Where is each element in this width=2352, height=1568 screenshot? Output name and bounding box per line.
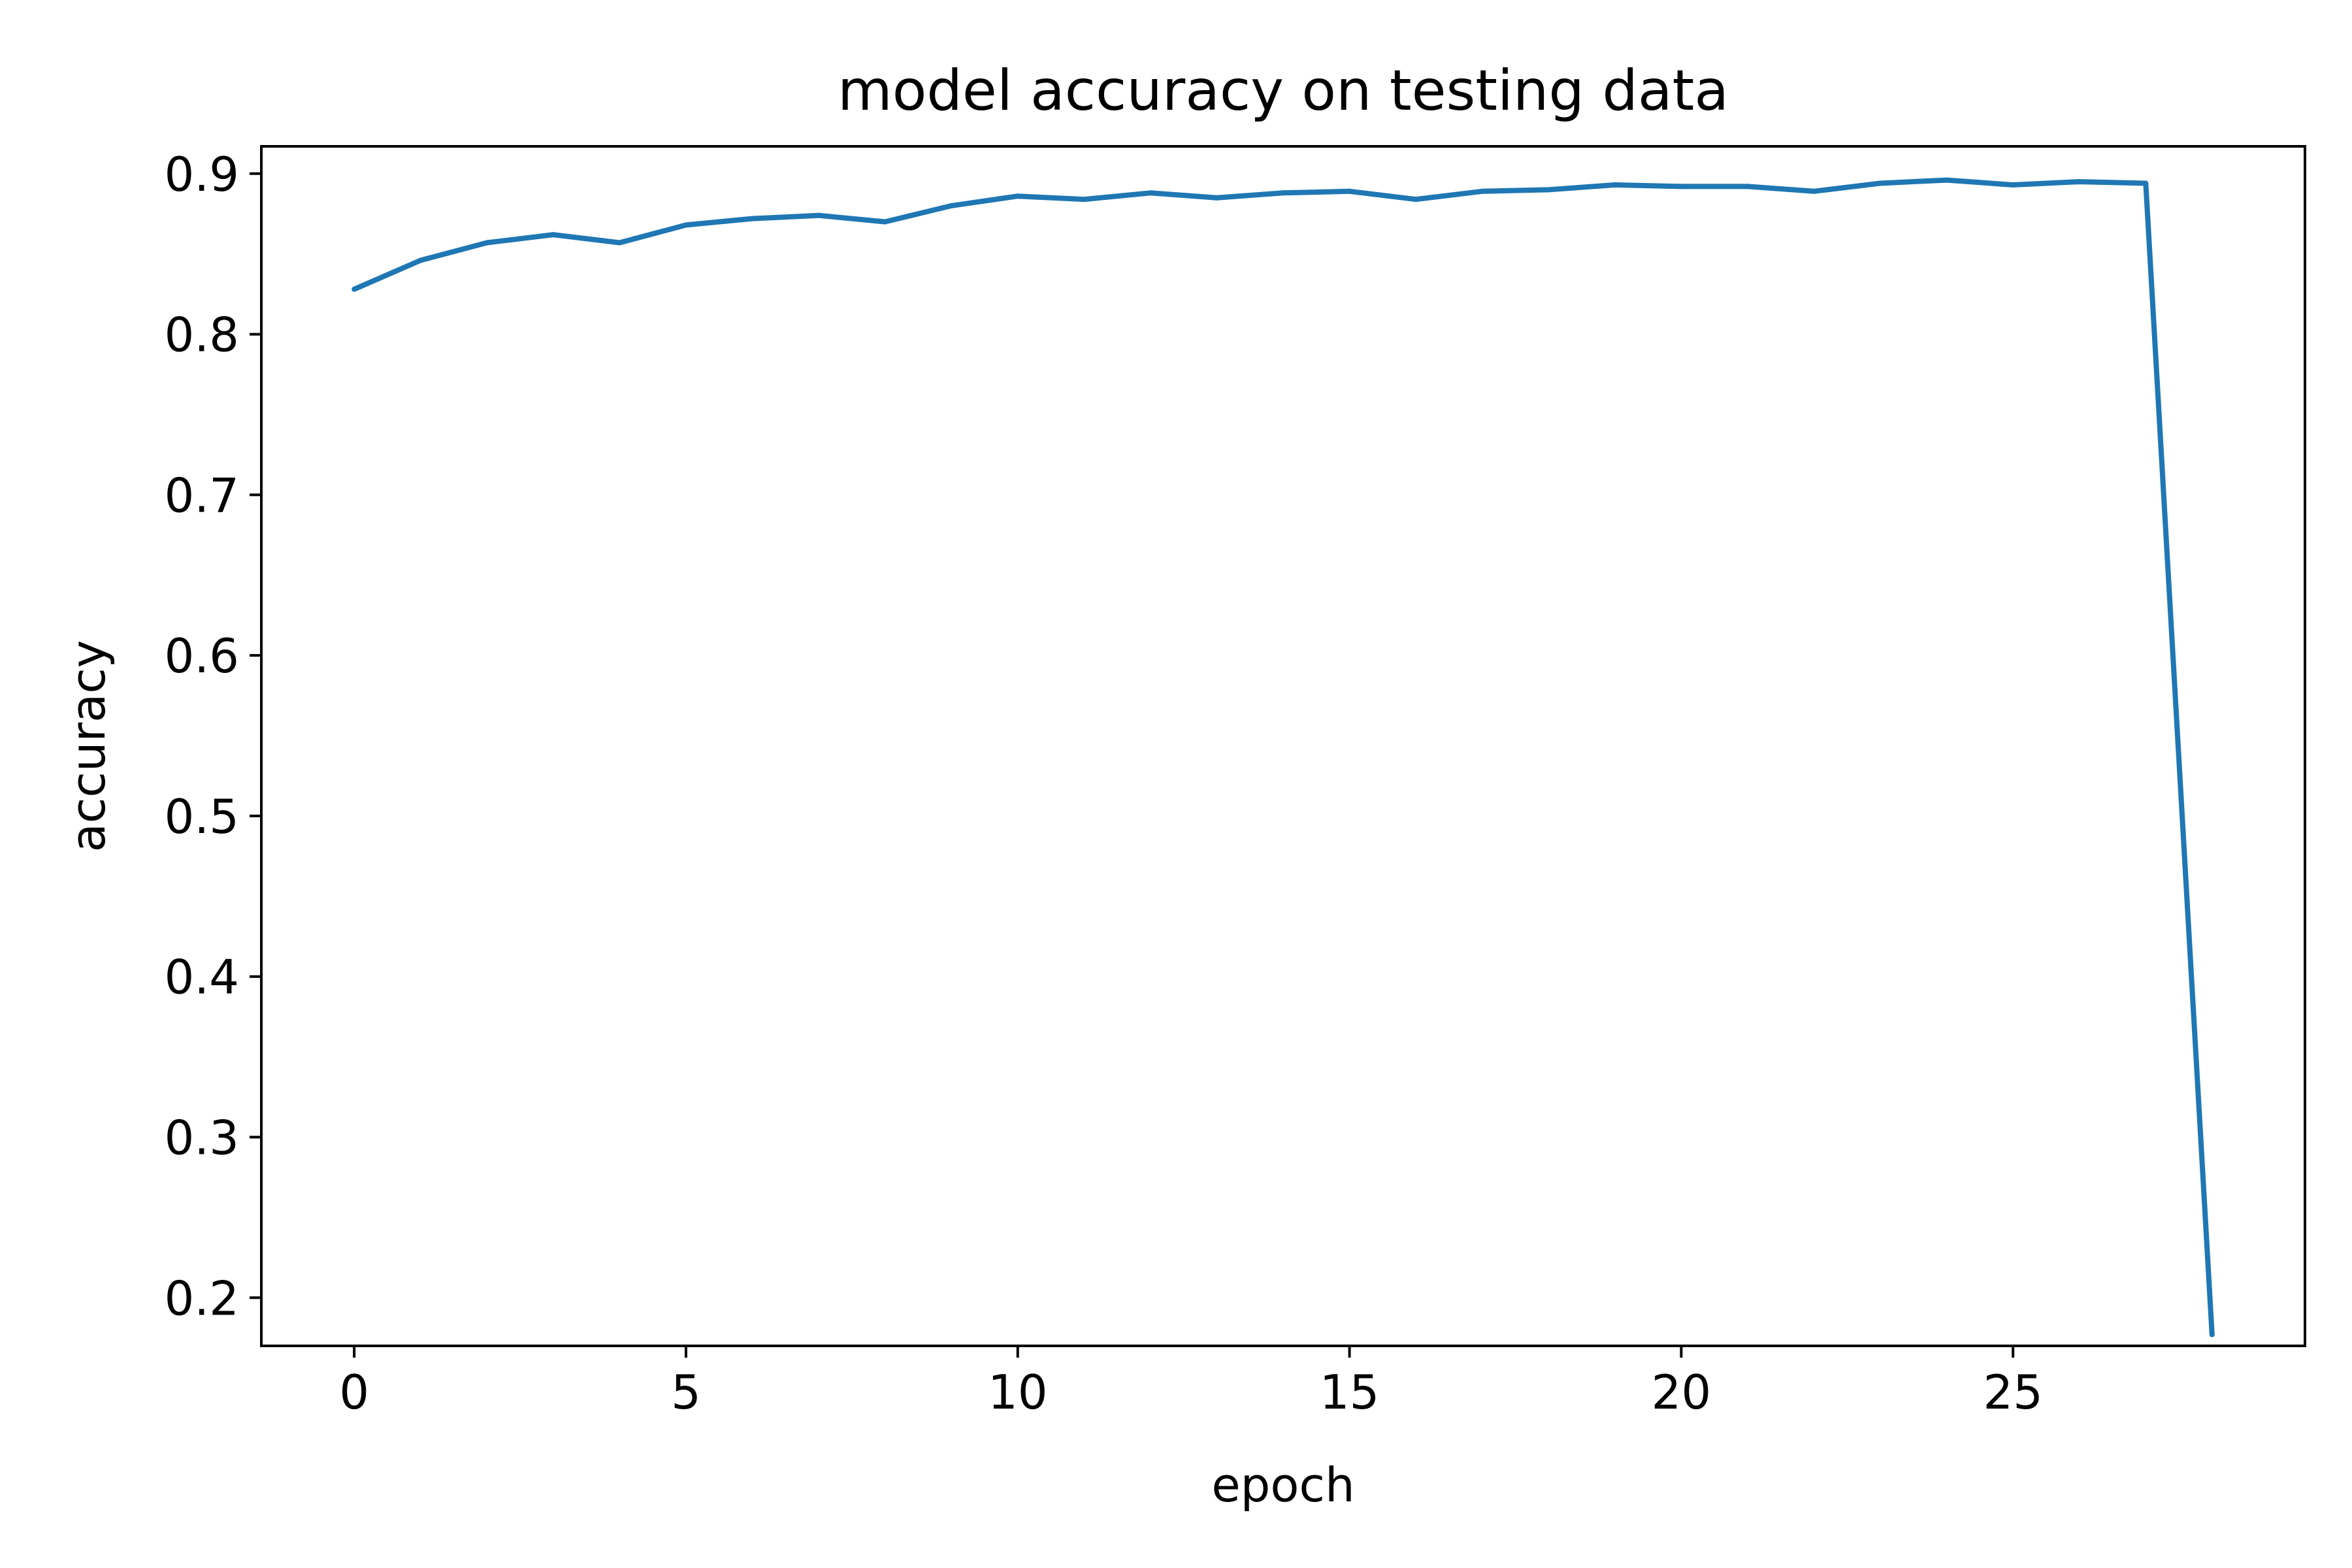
data-point [1214, 195, 1220, 201]
data-point [1147, 190, 1153, 196]
data-point [617, 240, 623, 246]
data-point [1347, 188, 1352, 194]
x-tick-label: 25 [1983, 1365, 2043, 1420]
x-tick-label: 0 [339, 1365, 369, 1420]
data-point [882, 219, 888, 225]
data-point [1811, 188, 1817, 194]
x-tick-label: 20 [1652, 1365, 1712, 1420]
y-axis-label: accuracy [61, 640, 116, 853]
data-point [484, 240, 490, 246]
data-point [949, 203, 955, 208]
data-point [816, 212, 822, 218]
data-point [2076, 179, 2082, 185]
chart-title: model accuracy on testing data [838, 58, 1729, 123]
y-tick-label: 0.7 [164, 468, 239, 523]
data-point [749, 216, 755, 221]
y-tick-label: 0.2 [164, 1271, 239, 1326]
x-tick-label: 5 [671, 1365, 701, 1420]
data-point [1678, 184, 1684, 189]
data-point [1546, 187, 1552, 193]
x-axis-ticks: 0 5 10 15 20 25 [339, 1346, 2043, 1420]
data-point [1612, 182, 1618, 188]
y-axis-ticks: 0.2 0.3 0.4 0.5 0.6 0.7 0.8 0.9 [164, 147, 261, 1326]
y-tick-label: 0.5 [164, 789, 239, 844]
series-layer [351, 177, 2215, 1337]
data-point [2143, 180, 2149, 186]
data-point [683, 222, 689, 228]
data-point [550, 232, 556, 238]
y-tick-label: 0.6 [164, 629, 239, 683]
data-point [1878, 180, 1883, 186]
data-point [2010, 182, 2016, 188]
data-point [1015, 193, 1021, 199]
x-tick-label: 15 [1320, 1365, 1380, 1420]
x-axis-label: epoch [1211, 1458, 1354, 1512]
data-point [1081, 197, 1087, 203]
data-point [1413, 197, 1419, 203]
data-point [1479, 188, 1485, 194]
y-tick-label: 0.3 [164, 1110, 239, 1165]
axes-frame [260, 145, 2306, 1347]
data-point [1944, 177, 1950, 183]
y-tick-label: 0.4 [164, 950, 239, 1005]
data-point [1281, 190, 1286, 196]
data-point [1744, 184, 1750, 189]
data-point [2209, 1331, 2215, 1337]
data-point [351, 286, 357, 292]
y-tick-label: 0.8 [164, 308, 239, 363]
x-tick-label: 10 [988, 1365, 1048, 1420]
data-point [417, 257, 423, 263]
y-tick-label: 0.9 [164, 147, 239, 202]
